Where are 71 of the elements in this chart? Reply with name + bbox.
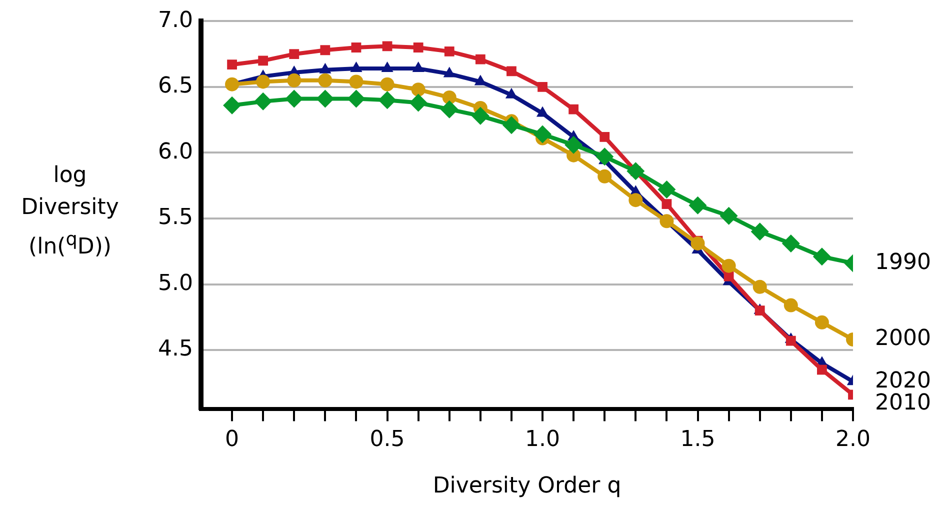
point bbox=[351, 42, 362, 52]
point bbox=[287, 73, 302, 88]
point bbox=[782, 234, 800, 252]
point bbox=[471, 106, 490, 125]
x-tick-label: 0 bbox=[225, 427, 240, 452]
point bbox=[409, 94, 428, 112]
y-tick-label: 5.5 bbox=[158, 205, 193, 230]
point bbox=[658, 180, 676, 199]
point bbox=[413, 42, 424, 52]
y-axis-title: log Diversity (ln($^{q}$D)) bbox=[20, 162, 120, 262]
point bbox=[688, 196, 707, 214]
point bbox=[598, 169, 612, 184]
point bbox=[660, 214, 674, 228]
point bbox=[444, 46, 454, 56]
point bbox=[475, 54, 486, 64]
point bbox=[378, 91, 396, 110]
point bbox=[347, 90, 366, 108]
point bbox=[724, 271, 734, 282]
point bbox=[258, 56, 268, 66]
y-tick-label: 5.0 bbox=[158, 270, 193, 296]
y-tick-label: 6.5 bbox=[158, 74, 193, 99]
point bbox=[784, 298, 798, 312]
series-label: 1990 bbox=[875, 250, 931, 275]
y-tick-label: 6.0 bbox=[158, 139, 193, 164]
point bbox=[289, 49, 300, 60]
point bbox=[722, 258, 736, 273]
point bbox=[349, 74, 364, 89]
point bbox=[817, 364, 827, 375]
x-axis-title: Diversity Order q bbox=[432, 474, 622, 499]
point bbox=[786, 336, 796, 346]
point bbox=[812, 248, 831, 266]
point bbox=[254, 92, 272, 110]
x-tick-label: 2.0 bbox=[836, 427, 870, 452]
point bbox=[662, 199, 672, 209]
x-tick-label: 1.0 bbox=[525, 427, 560, 452]
point bbox=[534, 125, 552, 144]
point bbox=[411, 82, 426, 97]
point bbox=[752, 280, 767, 294]
series-label: 2000 bbox=[875, 326, 931, 352]
point bbox=[596, 148, 614, 166]
point bbox=[318, 73, 332, 88]
point bbox=[256, 74, 270, 89]
y-tick-label: 7.0 bbox=[158, 8, 193, 33]
point bbox=[350, 62, 362, 72]
x-tick-label: 1.5 bbox=[680, 427, 716, 452]
x-tick-label: 0.5 bbox=[370, 427, 405, 452]
point bbox=[381, 62, 394, 72]
point bbox=[720, 206, 738, 225]
point bbox=[538, 82, 548, 92]
point bbox=[626, 162, 645, 180]
point bbox=[628, 193, 643, 208]
point bbox=[440, 100, 458, 118]
point bbox=[412, 62, 424, 72]
point bbox=[227, 60, 237, 70]
point bbox=[564, 136, 583, 154]
point bbox=[690, 236, 705, 250]
point bbox=[225, 77, 240, 92]
point bbox=[506, 66, 516, 76]
point bbox=[600, 132, 610, 142]
point bbox=[502, 116, 520, 134]
point bbox=[320, 45, 330, 56]
point bbox=[442, 90, 456, 104]
point bbox=[750, 222, 769, 241]
point bbox=[285, 90, 304, 108]
point bbox=[316, 90, 334, 108]
point bbox=[814, 315, 829, 330]
point bbox=[223, 96, 242, 114]
y-tick-label: 4.5 bbox=[158, 336, 193, 362]
point bbox=[380, 77, 394, 92]
point bbox=[568, 104, 579, 114]
point bbox=[382, 41, 392, 52]
